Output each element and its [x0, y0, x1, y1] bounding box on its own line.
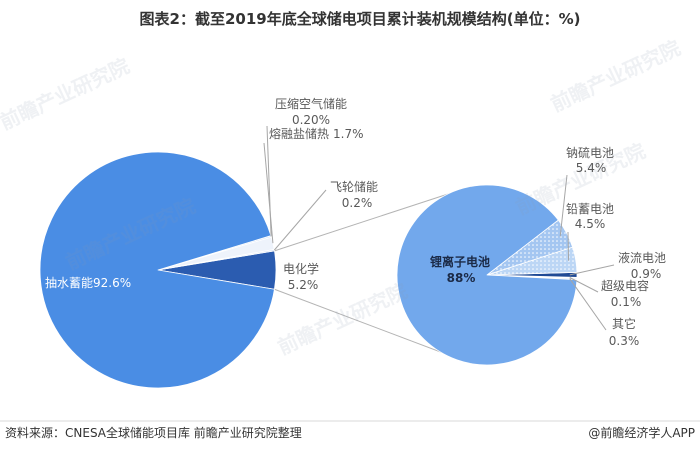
main-pie [39, 151, 277, 389]
label-lead-acid-value: 4.5% [575, 217, 606, 231]
watermark: 前瞻产业研究院 [547, 36, 684, 117]
leader-line-flow-battery [569, 264, 615, 276]
label-molten-salt: 熔融盐储热 1.7% [269, 126, 364, 141]
footer-brand: @前瞻经济学人APP [588, 425, 695, 440]
label-flywheel-name: 飞轮储能 [330, 179, 378, 194]
label-lithium-ion-value: 88% [447, 271, 476, 285]
sub-pie [396, 184, 578, 366]
connector-line-top [274, 185, 472, 252]
leader-line-supercapacitor [569, 277, 599, 293]
footer-source: 资料来源：CNESA全球储能项目库 前瞻产业研究院整理 [5, 425, 302, 440]
label-pumped-hydro-name: 抽水蓄能 [45, 276, 93, 290]
label-supercapacitor-name: 超级电容 [601, 278, 649, 293]
label-other-value: 0.3% [609, 334, 640, 348]
leader-line-flywheel [273, 189, 327, 251]
leader-line-molten-salt [263, 142, 274, 244]
label-sodium-sulfur-name: 钠硫电池 [566, 145, 614, 160]
label-compressed-air-name: 压缩空气储能 [275, 96, 347, 111]
leader-line-other [569, 278, 607, 331]
label-flow-battery-name: 液流电池 [618, 250, 666, 265]
label-other-name: 其它 [612, 316, 636, 331]
label-lead-acid-name: 铅蓄电池 [566, 202, 614, 216]
label-compressed-air-value: 0.20% [292, 113, 330, 127]
label-flywheel-value: 0.2% [342, 196, 373, 210]
leader-line-compressed-air [266, 125, 272, 237]
label-sodium-sulfur-value: 5.4% [576, 161, 607, 175]
chart-title: 图表2：截至2019年底全球储电项目累计装机规模结构(单位：%) [140, 10, 581, 28]
label-pumped-hydro-value: 92.6% [93, 276, 131, 290]
label-molten-salt-name: 熔融盐储热 [269, 126, 329, 141]
leader-line-sodium-sulfur [559, 174, 568, 237]
watermark: 前瞻产业研究院 [0, 54, 133, 135]
label-supercapacitor-value: 0.1% [611, 295, 642, 309]
sub-pie-slice-lithium-ion [396, 184, 578, 366]
main-pie-slice-pumped-hydro [39, 151, 275, 389]
label-lithium-ion-name: 锂离子电池 [430, 254, 490, 269]
label-flow-battery-value: 0.9% [631, 267, 662, 281]
label-molten-salt-value: 1.7% [333, 127, 364, 141]
leader-line-lead-acid [567, 231, 570, 261]
label-pumped-hydro: 抽水蓄能92.6% [45, 276, 131, 290]
label-electrochemical-name: 电化学 [283, 261, 319, 276]
label-electrochemical-value: 5.2% [288, 278, 319, 292]
leader-lines [263, 125, 615, 331]
